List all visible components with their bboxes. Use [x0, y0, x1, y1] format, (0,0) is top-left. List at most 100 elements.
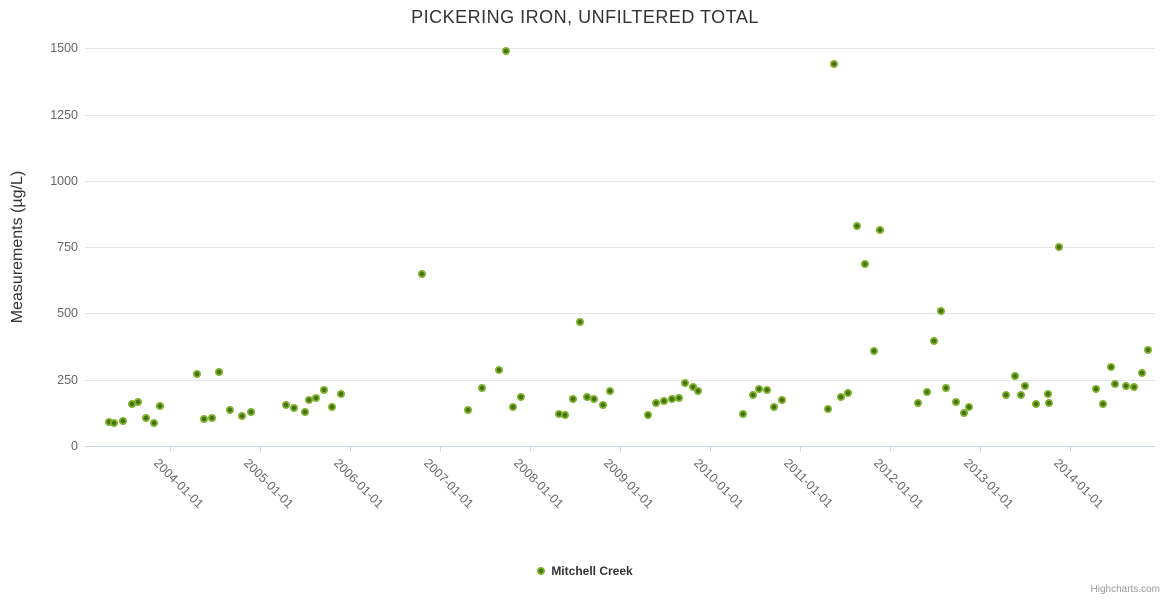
data-point[interactable] — [749, 391, 758, 400]
data-point[interactable] — [569, 395, 578, 404]
x-axis-tick — [170, 447, 171, 452]
data-point[interactable] — [754, 384, 763, 393]
y-axis-label: 250 — [57, 372, 78, 387]
data-point[interactable] — [104, 418, 113, 427]
data-point[interactable] — [837, 392, 846, 401]
data-point[interactable] — [1138, 369, 1146, 378]
data-point[interactable] — [200, 415, 209, 424]
data-point[interactable] — [328, 403, 336, 411]
data-point[interactable] — [675, 393, 684, 402]
data-point[interactable] — [941, 383, 950, 392]
data-point[interactable] — [193, 370, 201, 379]
data-point[interactable] — [582, 392, 591, 401]
data-point[interactable] — [606, 387, 615, 396]
data-point[interactable] — [517, 392, 525, 401]
data-point[interactable] — [311, 393, 320, 402]
data-point[interactable] — [463, 405, 472, 414]
data-point[interactable] — [694, 387, 703, 396]
data-point[interactable] — [843, 388, 852, 397]
x-axis-tick — [1070, 447, 1071, 452]
data-point[interactable] — [418, 270, 426, 279]
data-point[interactable] — [1121, 382, 1130, 391]
data-point[interactable] — [319, 386, 328, 395]
data-point[interactable] — [869, 347, 878, 356]
x-axis-label: 2011-01-01 — [781, 456, 836, 511]
data-point[interactable] — [1055, 243, 1064, 252]
x-axis-line — [85, 446, 1155, 447]
data-point[interactable] — [778, 396, 786, 405]
data-point[interactable] — [1107, 362, 1116, 371]
data-point[interactable] — [876, 225, 885, 234]
data-point[interactable] — [304, 396, 313, 405]
data-point[interactable] — [823, 405, 832, 414]
data-point[interactable] — [226, 406, 235, 415]
data-point[interactable] — [739, 409, 748, 418]
data-point[interactable] — [1099, 400, 1108, 409]
grid-line — [85, 313, 1155, 315]
data-point[interactable] — [660, 396, 669, 405]
data-point[interactable] — [247, 408, 255, 417]
data-point[interactable] — [668, 395, 677, 404]
data-point[interactable] — [1002, 391, 1011, 400]
data-point[interactable] — [214, 368, 223, 377]
data-point[interactable] — [238, 412, 246, 421]
data-point[interactable] — [762, 386, 771, 395]
data-point[interactable] — [478, 383, 487, 392]
data-point[interactable] — [1092, 384, 1101, 393]
x-axis-label: 2005-01-01 — [241, 456, 297, 512]
data-point[interactable] — [561, 410, 570, 419]
data-point[interactable] — [301, 408, 309, 417]
data-point[interactable] — [680, 379, 689, 388]
data-point[interactable] — [643, 410, 652, 419]
data-point[interactable] — [951, 397, 960, 406]
x-axis-tick — [800, 447, 801, 452]
x-axis-label: 2006-01-01 — [331, 456, 387, 512]
data-point[interactable] — [282, 400, 291, 409]
data-point[interactable] — [149, 419, 158, 428]
data-point[interactable] — [652, 399, 660, 408]
data-point[interactable] — [769, 403, 778, 411]
data-point[interactable] — [1017, 391, 1026, 400]
data-point[interactable] — [1011, 371, 1020, 380]
data-point[interactable] — [1144, 345, 1153, 354]
x-axis-label: 2009-01-01 — [601, 456, 657, 512]
data-point[interactable] — [554, 409, 563, 418]
data-point[interactable] — [589, 395, 598, 404]
data-point[interactable] — [1044, 390, 1053, 399]
data-point[interactable] — [1129, 383, 1138, 392]
data-point[interactable] — [830, 60, 839, 69]
data-point[interactable] — [501, 47, 510, 56]
grid-line — [85, 247, 1155, 249]
data-point[interactable] — [133, 398, 142, 407]
x-axis-tick — [710, 447, 711, 452]
data-point[interactable] — [959, 409, 968, 418]
data-point[interactable] — [1111, 379, 1119, 388]
x-axis-label: 2013-01-01 — [961, 456, 1017, 512]
data-point[interactable] — [508, 403, 517, 411]
highcharts-credit-link[interactable]: Highcharts.com — [1090, 584, 1160, 595]
data-point[interactable] — [598, 400, 607, 409]
data-point[interactable] — [1031, 400, 1040, 409]
data-point[interactable] — [922, 387, 931, 396]
data-point[interactable] — [495, 365, 504, 374]
data-point[interactable] — [852, 221, 861, 230]
data-point[interactable] — [1021, 382, 1029, 391]
data-point[interactable] — [688, 383, 697, 392]
data-point[interactable] — [913, 399, 922, 408]
data-point[interactable] — [128, 399, 137, 408]
data-point[interactable] — [860, 259, 869, 268]
data-point[interactable] — [290, 404, 299, 413]
data-point[interactable] — [119, 416, 128, 425]
legend-item-mitchell-creek[interactable]: Mitchell Creek — [0, 564, 1170, 578]
data-point[interactable] — [1045, 399, 1054, 408]
data-point[interactable] — [141, 414, 150, 423]
data-point[interactable] — [965, 403, 974, 411]
data-point[interactable] — [937, 307, 946, 316]
y-axis-label: 1500 — [50, 41, 78, 56]
data-point[interactable] — [930, 336, 939, 345]
data-point[interactable] — [156, 402, 165, 411]
data-point[interactable] — [576, 317, 585, 326]
data-point[interactable] — [337, 390, 345, 399]
data-point[interactable] — [110, 419, 119, 428]
data-point[interactable] — [208, 414, 217, 423]
